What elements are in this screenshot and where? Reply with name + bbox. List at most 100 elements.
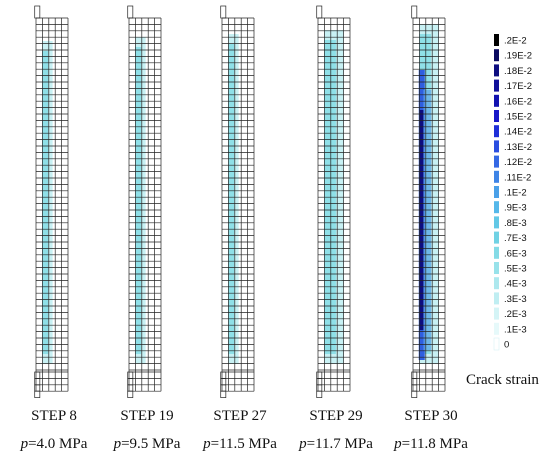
legend-tick-label: .6E-3 <box>504 248 527 259</box>
legend-tick-label: 0 <box>504 340 509 351</box>
pressure-symbol: p <box>299 436 307 452</box>
legend-swatch <box>494 322 499 335</box>
mesh-panel-2 <box>127 5 162 398</box>
mesh-top-stub <box>220 5 227 19</box>
mesh-bottom-stub-cell <box>220 390 227 398</box>
mesh-bottom-stub-cell <box>411 378 418 386</box>
legend-tick-label: .14E-2 <box>504 127 532 138</box>
legend-tick-label: .17E-2 <box>504 81 532 92</box>
mesh-bottom-stub-cell <box>127 384 134 392</box>
crack-strain-legend: .2E-2 .19E-2 .18E-2 .17E-2 .16E-2 .15E-2 .14E-… <box>493 34 532 351</box>
mesh-bottom-stub-cell <box>127 371 134 379</box>
legend-tick-label: .7E-3 <box>504 233 527 244</box>
mesh-bottom-stub-cell <box>316 390 323 398</box>
legend-tick-label: .15E-2 <box>504 112 532 123</box>
pressure-label-2: p=9.5 MPa <box>114 436 181 453</box>
mesh-top-stub <box>316 5 323 19</box>
legend-swatch <box>494 216 499 229</box>
mesh-bottom-stub-cell <box>127 390 134 398</box>
legend-swatch <box>494 79 499 92</box>
legend-swatch <box>494 277 499 290</box>
mesh-grid <box>317 17 351 392</box>
pressure-label-4: p=11.7 MPa <box>299 436 373 453</box>
mesh-top-stub <box>411 5 418 19</box>
mesh-panel-5 <box>411 5 446 398</box>
strain-field-mid <box>135 47 142 354</box>
mesh-panel-1 <box>34 5 69 398</box>
pressure-symbol: p <box>203 436 211 452</box>
pressure-value: =9.5 MPa <box>121 436 181 452</box>
legend-tick-label: .13E-2 <box>504 142 532 153</box>
pressure-value: =11.7 MPa <box>306 436 373 452</box>
legend-tick-label: .4E-3 <box>504 279 527 290</box>
pressure-label-3: p=11.5 MPa <box>203 436 277 453</box>
mesh-bottom-stub-cell <box>220 371 227 379</box>
mesh-bottom-stub-cell <box>34 390 41 398</box>
strain-field-peak <box>419 110 424 330</box>
step-label-3: STEP 27 <box>213 408 267 424</box>
pressure-symbol: p <box>113 436 122 452</box>
mesh-bottom-stub-cell <box>220 384 227 392</box>
legend-title: Crack strain <box>466 372 539 388</box>
legend-swatch <box>494 49 499 62</box>
legend-tick-label: .5E-3 <box>504 264 527 275</box>
legend-swatch <box>494 140 499 153</box>
pressure-label-5: p=11.8 MPa <box>394 436 468 453</box>
mesh-panel-4 <box>316 5 351 398</box>
pressure-value: =11.8 MPa <box>401 436 468 452</box>
legend-tick-label: .2E-3 <box>504 309 527 320</box>
legend-swatch <box>494 125 499 138</box>
strain-field-mid <box>42 51 49 354</box>
legend-tick-label: .16E-2 <box>504 96 532 107</box>
legend-swatch <box>493 337 500 351</box>
legend-swatch <box>494 292 499 305</box>
legend-swatch <box>494 246 499 259</box>
legend-tick-label: .11E-2 <box>504 172 531 183</box>
pressure-value: =11.5 MPa <box>210 436 277 452</box>
legend-swatch <box>494 64 499 77</box>
legend-swatch <box>494 231 499 244</box>
mesh-bottom-stub-cell <box>34 371 41 379</box>
legend-tick-label: .2E-2 <box>504 36 527 47</box>
mesh-bottom-stub-cell <box>34 378 41 386</box>
mesh-grid <box>221 17 255 392</box>
mesh-bottom-stub-cell <box>411 390 418 398</box>
legend-swatch <box>494 307 499 320</box>
legend-swatch <box>494 201 499 214</box>
pressure-symbol: p <box>20 436 29 452</box>
strain-field-spread <box>423 90 432 350</box>
mesh-top-stub <box>127 5 134 19</box>
pressure-symbol: p <box>394 436 402 452</box>
mesh-bottom-stub-cell <box>316 371 323 379</box>
mesh-bottom-stub-cell <box>220 378 227 386</box>
mesh-grid <box>412 17 446 392</box>
legend-tick-label: .3E-3 <box>504 294 527 305</box>
legend-swatch <box>494 170 499 183</box>
pressure-value: =4.0 MPa <box>28 436 88 452</box>
legend-swatch <box>494 94 499 107</box>
mesh-grid <box>35 17 69 392</box>
legend-swatch <box>494 34 499 46</box>
pressure-label-1: p=4.0 MPa <box>21 436 88 453</box>
legend-tick-label: .1E-3 <box>504 324 527 335</box>
legend-tick-label: .19E-2 <box>504 51 532 62</box>
legend-swatch <box>494 262 499 274</box>
legend-tick-label: .8E-3 <box>504 218 527 229</box>
mesh-bottom-stub-cell <box>316 384 323 392</box>
legend-swatch <box>494 186 499 198</box>
mesh-bottom-stub-cell <box>34 384 41 392</box>
mesh-bottom-stub-cell <box>316 378 323 386</box>
mesh-top-stub <box>34 5 41 19</box>
step-label-4: STEP 29 <box>309 408 363 424</box>
legend-tick-label: .12E-2 <box>504 157 532 168</box>
mesh-panel-3 <box>220 5 255 398</box>
legend-tick-label: .18E-2 <box>504 66 532 77</box>
mesh-grid <box>128 17 162 392</box>
mesh-bottom-stub-cell <box>411 384 418 392</box>
mesh-bottom-stub-cell <box>127 378 134 386</box>
step-label-5: STEP 30 <box>404 408 458 424</box>
legend-swatch <box>494 155 499 168</box>
step-label-2: STEP 19 <box>120 408 174 424</box>
strain-field-mid <box>228 44 235 354</box>
